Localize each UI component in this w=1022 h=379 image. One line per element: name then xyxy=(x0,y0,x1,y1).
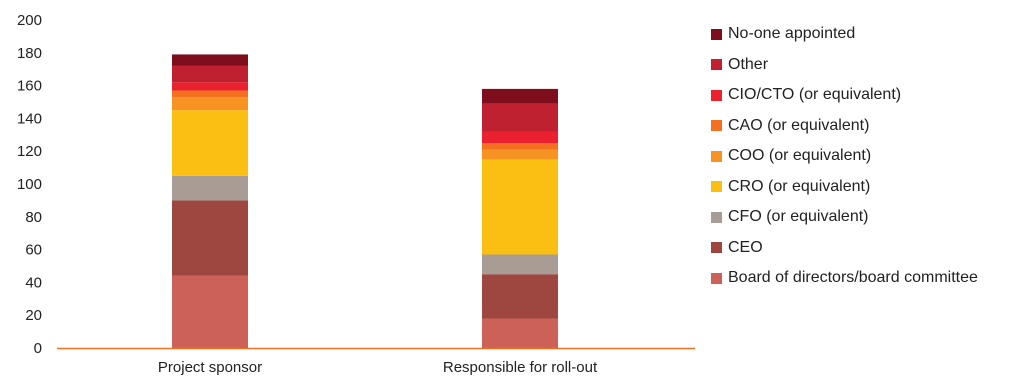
legend-swatch xyxy=(711,120,722,132)
bar-segment xyxy=(482,159,558,255)
legend-label: CFO (or equivalent) xyxy=(728,208,869,226)
legend-item: CIO/CTO (or equivalent) xyxy=(711,80,1022,111)
legend-item: Other xyxy=(711,50,1022,81)
bars xyxy=(172,54,558,348)
legend-label: CEO xyxy=(728,238,763,256)
bar-segment xyxy=(172,175,248,201)
legend-label: CAO (or equivalent) xyxy=(728,116,870,134)
bar-segment xyxy=(482,274,558,319)
legend-swatch xyxy=(711,28,722,40)
legend-swatch xyxy=(711,89,722,101)
legend-item: CRO (or equivalent) xyxy=(711,172,1022,203)
y-tick-label: 180 xyxy=(17,45,42,62)
x-category-label: Project sponsor xyxy=(158,359,262,376)
legend-swatch xyxy=(711,181,722,193)
bar-segment xyxy=(172,275,248,348)
legend-swatch xyxy=(711,150,722,162)
legend-item: No-one appointed xyxy=(711,19,1022,50)
legend-label: Other xyxy=(728,55,769,73)
legend-swatch xyxy=(711,59,722,71)
bar-segment xyxy=(172,65,248,83)
y-tick-label: 160 xyxy=(17,78,42,95)
legend-label: COO (or equivalent) xyxy=(728,147,872,165)
legend-label: No-one appointed xyxy=(728,25,856,43)
bar-segment xyxy=(172,54,248,66)
legend-item: CAO (or equivalent) xyxy=(711,111,1022,142)
bar-segment xyxy=(482,143,558,150)
legend-item: CFO (or equivalent) xyxy=(711,202,1022,233)
y-tick-label: 60 xyxy=(25,242,42,259)
bar-segment xyxy=(172,110,248,176)
legend-label: CRO (or equivalent) xyxy=(728,177,871,195)
bar-segment xyxy=(482,103,558,132)
legend-swatch xyxy=(711,211,722,223)
legend-item: Board of directors/board committee xyxy=(711,263,1022,294)
bar-segment xyxy=(482,149,558,160)
bar-segment xyxy=(482,318,558,348)
legend-swatch xyxy=(711,272,722,284)
x-category-label: Responsible for roll-out xyxy=(443,359,598,376)
bar-segment xyxy=(482,131,558,143)
stacked-bar-chart: 0 20 40 60 80 100 120 140 160 180 200 Project spon… xyxy=(17,12,695,376)
x-axis-labels: Project sponsor Responsible for roll-out xyxy=(158,359,598,376)
legend-label: CIO/CTO (or equivalent) xyxy=(728,86,902,104)
bar-segment xyxy=(172,97,248,111)
legend-item: CEO xyxy=(711,233,1022,264)
y-tick-label: 120 xyxy=(17,143,42,160)
bar-segment xyxy=(482,254,558,275)
legend-label: Board of directors/board committee xyxy=(728,269,978,287)
y-tick-label: 80 xyxy=(25,209,42,226)
bar-segment xyxy=(172,82,248,91)
y-axis-ticks: 0 20 40 60 80 100 120 140 160 180 200 xyxy=(17,12,42,357)
y-tick-label: 100 xyxy=(17,176,42,193)
bar-segment xyxy=(482,88,558,104)
legend-swatch xyxy=(711,242,722,254)
y-tick-label: 40 xyxy=(25,274,42,291)
y-tick-label: 200 xyxy=(17,12,42,29)
y-tick-label: 140 xyxy=(17,110,42,127)
legend: No-one appointed Other CIO/CTO (or equival… xyxy=(711,19,1022,294)
bar-segment xyxy=(172,200,248,276)
y-tick-label: 20 xyxy=(25,307,42,324)
legend-item: COO (or equivalent) xyxy=(711,141,1022,172)
bar-segment xyxy=(172,90,248,98)
y-tick-label: 0 xyxy=(34,340,42,357)
